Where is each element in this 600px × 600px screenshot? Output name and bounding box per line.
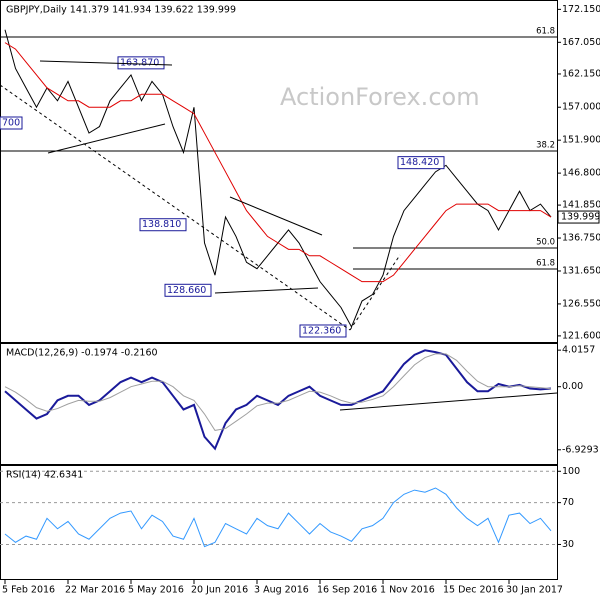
- watermark: ActionForex.com: [280, 83, 480, 111]
- price-label-box: [117, 56, 165, 70]
- y-tick-label: 131.650: [562, 265, 600, 276]
- fib-label: 61.8: [536, 27, 555, 37]
- series-line: [4, 29, 552, 329]
- x-tick-label: 22 Mar 2016: [65, 585, 125, 596]
- price-panel: [0, 0, 558, 343]
- y-tick-label: 136.750: [562, 233, 600, 244]
- y-tick-label: 162.150: [562, 68, 600, 79]
- price-label-box: [0, 116, 23, 130]
- price-label: 700: [2, 118, 20, 129]
- last-price-box: [557, 210, 600, 224]
- rsi-panel: [0, 465, 558, 580]
- y-tick-label: 100: [562, 466, 580, 477]
- trendline: [349, 254, 401, 331]
- series-line: [4, 353, 552, 431]
- x-tick-label: 16 Sep 2016: [317, 585, 377, 596]
- y-tick-label: 4.0157: [562, 345, 595, 356]
- x-tick-label: 1 Nov 2016: [380, 585, 435, 596]
- trendlines: [0, 60, 558, 411]
- trendline: [39, 60, 173, 66]
- y-tick-label: 126.550: [562, 298, 600, 309]
- fib-label: 61.8: [536, 258, 555, 268]
- x-tick-label: 3 Aug 2016: [254, 585, 309, 596]
- trendline: [214, 287, 319, 294]
- trendline: [339, 392, 558, 411]
- panel-title: RSI(14) 42.6341: [6, 470, 83, 481]
- last-price-label: 139.999: [561, 212, 600, 223]
- y-tick-label: 70: [562, 497, 574, 508]
- x-tick-label: 5 May 2016: [128, 585, 184, 596]
- x-tick-label: 5 Feb 2016: [2, 585, 55, 596]
- price-label: 148.420: [400, 157, 439, 168]
- y-tick-label: 172.150: [562, 4, 600, 15]
- y-tick-label: 30: [562, 539, 574, 550]
- y-tick-label: 146.800: [562, 168, 600, 179]
- price-label-box: [139, 218, 187, 232]
- y-tick-label: 121.600: [562, 330, 600, 341]
- panel-title: GBPJPY,Daily 141.379 141.934 139.622 139…: [6, 5, 236, 16]
- x-tick-label: 20 Jun 2016: [191, 585, 248, 596]
- trendline: [47, 123, 166, 154]
- fib-label: 38.2: [536, 141, 555, 151]
- y-tick-label: 151.900: [562, 135, 600, 146]
- y-tick-label: -6.9293: [562, 444, 599, 455]
- price-label-box: [299, 324, 347, 338]
- y-tick-label: 157.000: [562, 102, 600, 113]
- price-label: 122.360: [302, 325, 341, 336]
- y-tick-label: 0.00: [562, 381, 583, 392]
- fib-label: 50.0: [536, 237, 555, 247]
- series-line: [4, 349, 552, 451]
- price-label: 138.810: [142, 219, 181, 230]
- x-tick-label: 15 Dec 2016: [443, 585, 504, 596]
- trendline: [229, 196, 323, 236]
- panel-title: MACD(12,26,9) -0.1974 -0.2160: [6, 348, 158, 359]
- price-label-box: [164, 283, 212, 297]
- y-tick-label: 141.850: [562, 200, 600, 211]
- macd-panel: [0, 343, 558, 465]
- price-label: 128.660: [167, 285, 206, 296]
- series-line: [4, 487, 552, 548]
- series-line: [4, 42, 552, 283]
- price-label-box: [397, 156, 445, 170]
- y-tick-label: 167.050: [562, 37, 600, 48]
- price-label: 163.870: [120, 57, 159, 68]
- x-tick-label: 30 Jan 2017: [506, 585, 563, 596]
